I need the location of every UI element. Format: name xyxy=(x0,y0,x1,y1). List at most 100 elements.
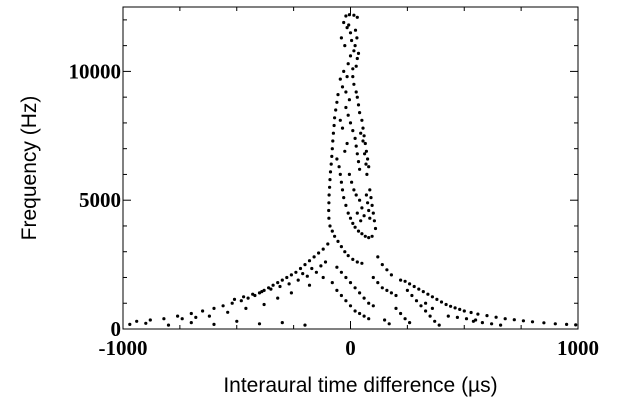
data-point xyxy=(376,281,380,285)
data-point xyxy=(385,288,389,292)
data-point xyxy=(334,108,338,112)
data-point xyxy=(358,311,362,316)
data-point xyxy=(458,307,462,311)
data-point xyxy=(373,226,378,231)
data-point xyxy=(148,318,152,322)
data-point xyxy=(235,319,239,323)
data-point xyxy=(348,54,353,58)
data-point xyxy=(403,279,407,283)
data-point xyxy=(380,286,384,290)
data-point xyxy=(327,201,331,205)
data-point xyxy=(355,15,359,19)
data-point xyxy=(408,282,412,286)
data-point xyxy=(369,196,373,200)
data-point xyxy=(346,254,350,258)
data-point xyxy=(330,154,334,158)
data-point xyxy=(335,288,339,292)
data-point xyxy=(338,118,342,122)
data-point xyxy=(244,306,248,310)
data-point xyxy=(355,260,359,264)
data-point xyxy=(257,322,262,326)
data-point xyxy=(166,323,171,327)
data-point xyxy=(338,172,342,176)
data-point xyxy=(239,299,243,303)
data-point xyxy=(301,272,305,276)
data-point xyxy=(359,131,363,135)
data-point xyxy=(553,322,557,326)
data-point xyxy=(327,208,331,213)
data-point xyxy=(294,270,298,274)
data-point xyxy=(512,318,516,322)
data-point xyxy=(358,111,362,115)
data-point xyxy=(530,320,535,324)
data-point xyxy=(287,282,291,286)
data-point xyxy=(421,290,425,294)
data-point xyxy=(367,317,371,321)
data-point xyxy=(180,317,184,321)
data-point xyxy=(326,242,330,246)
data-point xyxy=(574,323,578,327)
data-point xyxy=(335,157,339,161)
data-point xyxy=(362,134,366,138)
data-point xyxy=(337,165,341,169)
data-point xyxy=(499,323,503,327)
data-point xyxy=(351,129,355,133)
data-point xyxy=(271,283,275,287)
data-point xyxy=(343,250,347,254)
data-point xyxy=(389,273,393,277)
data-point xyxy=(348,216,353,220)
data-point xyxy=(361,139,365,143)
data-point xyxy=(352,13,356,17)
data-point xyxy=(360,118,364,122)
data-point xyxy=(371,275,375,280)
data-point xyxy=(328,224,332,228)
data-point xyxy=(135,319,139,323)
data-point xyxy=(417,287,421,291)
data-point xyxy=(335,265,339,269)
data-point xyxy=(339,36,343,40)
data-point xyxy=(345,141,349,146)
data-point xyxy=(389,291,393,295)
data-point xyxy=(359,219,363,223)
data-point xyxy=(262,302,266,307)
data-point xyxy=(503,317,507,321)
x-axis-label: Interaural time difference (µs) xyxy=(223,374,497,397)
data-point xyxy=(394,293,398,298)
data-point xyxy=(354,90,358,94)
data-point xyxy=(419,304,423,308)
data-point xyxy=(410,293,414,298)
data-point xyxy=(354,64,358,68)
data-point xyxy=(376,255,380,259)
data-point xyxy=(351,67,355,71)
data-point xyxy=(333,116,337,120)
data-point xyxy=(365,172,369,176)
data-point xyxy=(364,193,368,197)
data-point xyxy=(339,245,343,249)
data-point xyxy=(343,149,347,153)
data-point xyxy=(346,62,350,66)
data-point xyxy=(230,301,234,305)
data-point xyxy=(474,318,478,322)
data-point xyxy=(350,180,354,184)
data-point xyxy=(310,266,314,271)
data-point xyxy=(371,304,375,308)
data-point xyxy=(383,318,387,322)
data-point xyxy=(303,263,307,267)
data-point xyxy=(480,321,484,325)
data-point xyxy=(321,275,325,280)
data-point xyxy=(362,314,366,318)
data-point xyxy=(328,178,332,182)
data-point xyxy=(332,123,336,128)
data-point xyxy=(289,291,293,295)
data-point xyxy=(476,312,480,316)
data-point xyxy=(342,69,346,73)
data-point xyxy=(361,126,365,130)
data-point xyxy=(312,255,316,259)
data-point xyxy=(367,165,371,169)
data-point xyxy=(368,188,372,192)
data-point xyxy=(346,211,350,215)
data-point xyxy=(430,295,434,299)
data-point xyxy=(342,20,346,25)
data-point xyxy=(354,144,358,148)
